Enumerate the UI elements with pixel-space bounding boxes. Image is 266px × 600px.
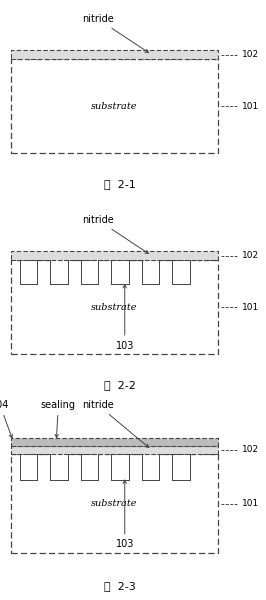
Bar [11,50,218,59]
Text: 103: 103 [115,284,134,350]
Text: substrate: substrate [91,101,138,110]
Bar [81,260,98,284]
Text: 图  2-2: 图 2-2 [104,380,136,391]
Bar [50,260,68,284]
Text: 101: 101 [242,499,259,508]
Bar [50,454,68,480]
Text: nitride: nitride [82,14,148,53]
Text: sealing: sealing [41,400,76,438]
Bar [81,454,98,480]
Bar [11,59,218,154]
Bar [11,251,218,260]
Text: 102: 102 [242,251,259,260]
Bar [11,454,218,553]
Text: 102: 102 [242,445,259,454]
Bar [20,454,37,480]
Bar [172,454,190,480]
Bar [172,260,190,284]
Text: substrate: substrate [91,302,138,311]
Bar [20,260,37,284]
Text: 101: 101 [242,101,259,110]
Text: substrate: substrate [91,499,138,508]
Text: 102: 102 [242,50,259,59]
Text: 101: 101 [242,302,259,311]
Bar [11,437,218,446]
Text: nitride: nitride [82,400,149,448]
Bar [111,260,129,284]
Text: 104: 104 [0,400,13,438]
Bar [11,446,218,454]
Bar [142,260,159,284]
Text: 图  2-3: 图 2-3 [104,581,136,591]
Text: 103: 103 [115,480,134,550]
Bar [111,454,129,480]
Bar [142,454,159,480]
Bar [11,260,218,355]
Text: nitride: nitride [82,215,148,254]
Text: 图  2-1: 图 2-1 [104,179,136,190]
